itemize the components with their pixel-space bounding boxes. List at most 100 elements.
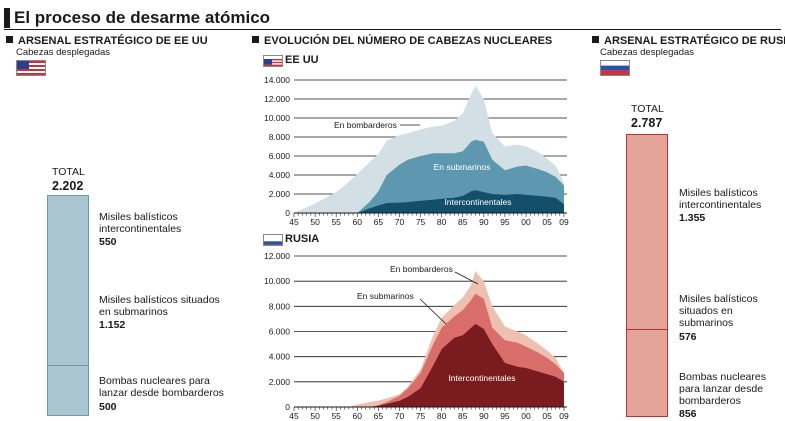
x-tick-label: 60: [353, 411, 363, 421]
y-tick-label: 0: [285, 402, 290, 412]
label-line: Misiles balísticos: [679, 187, 758, 199]
series-label: Intercontinentales: [448, 373, 515, 383]
x-tick-label: 05: [542, 217, 552, 227]
label-line: Bombas nucleares para: [99, 375, 210, 387]
usa-segment-label-bombers: Bombas nucleares para lanzar desde bomba…: [99, 375, 224, 413]
x-tick-label: 45: [289, 411, 299, 421]
russia-area-chart: 0 2.000 4.000 6.000 8.000 10.000 12.000 45 50 55 6…: [264, 251, 569, 421]
label-line: para lanzar desde: [679, 383, 764, 395]
label-line: lanzar desde bombarderos: [99, 387, 224, 399]
series-label: Intercontinentales: [444, 197, 511, 207]
y-tick-label: 14.000: [264, 75, 290, 85]
area-intercontinentales: [294, 323, 564, 407]
usa-flag-icon: [16, 60, 46, 76]
russia-total-value: 2.787: [631, 116, 663, 130]
russia-bar-segment-icbm: [626, 134, 668, 273]
usa-heading-text: ARSENAL ESTRATÉGICO DE EE UU: [18, 35, 208, 47]
y-tick-label: 8.000: [269, 132, 291, 142]
y-tick-label: 4.000: [269, 352, 291, 362]
label-line: bombarderos: [679, 395, 741, 407]
x-tick-label: 70: [395, 411, 405, 421]
x-tick-label: 80: [437, 411, 447, 421]
usa-stacked-bar: [47, 195, 89, 417]
usa-segment-label-slbm: Misiles balísticos situados en submarino…: [99, 294, 220, 331]
square-bullet-icon: [252, 36, 259, 43]
russia-subheading: Cabezas desplegadas: [600, 47, 695, 58]
label-line: intercontinentales: [679, 199, 762, 211]
russia-small-flag-icon: [263, 234, 283, 246]
usa-icbm-value: 550: [99, 236, 117, 248]
series-label: En submarinos: [434, 162, 491, 172]
y-tick-label: 4.000: [269, 170, 291, 180]
usa-small-flag-icon: [263, 55, 283, 67]
usa-total-value: 2.202: [52, 179, 84, 193]
label-line: intercontinentales: [99, 223, 182, 235]
label-line: Misiles balísticos: [99, 211, 178, 223]
y-tick-label: 10.000: [264, 113, 290, 123]
square-bullet-icon: [6, 36, 13, 43]
usa-section-heading: ARSENAL ESTRATÉGICO DE EE UU: [6, 35, 208, 47]
series-label: En bombarderos: [390, 264, 453, 274]
russia-heading-text: ARSENAL ESTRATÉGICO DE RUSIA: [604, 35, 785, 47]
warhead-evolution-charts: 0 2.000 4.000 6.000 8.000 10.000 12.000 14.000 4…: [264, 75, 569, 421]
x-tick-label: 90: [479, 411, 489, 421]
russia-bar-segment-slbm: [626, 272, 668, 330]
label-line: Misiles balísticos: [679, 293, 758, 305]
x-tick-label: 85: [458, 411, 468, 421]
russia-segment-label-icbm: Misiles balísticos intercontinentales 1.…: [679, 187, 761, 224]
usa-bombers-value: 500: [99, 401, 117, 413]
usa-subheading: Cabezas desplegadas: [16, 47, 111, 58]
x-tick-label: 50: [310, 217, 320, 227]
russia-flag-icon: [600, 60, 630, 76]
x-tick-label: 50: [310, 411, 320, 421]
russia-icbm-value: 1.355: [679, 212, 706, 224]
x-tick-label: 75: [416, 217, 426, 227]
x-tick-label: 95: [500, 411, 510, 421]
x-tick-label: 65: [374, 217, 384, 227]
y-tick-label: 0: [285, 208, 290, 218]
usa-chart-title: EE UU: [285, 54, 319, 66]
label-leader-line: [454, 271, 479, 285]
label-line: submarinos: [679, 317, 734, 329]
series-label: En submarinos: [357, 291, 414, 301]
y-tick-label: 6.000: [269, 327, 291, 337]
y-tick-label: 2.000: [269, 377, 291, 387]
y-tick-label: 8.000: [269, 301, 291, 311]
russia-section-heading: ARSENAL ESTRATÉGICO DE RUSIA: [592, 35, 785, 47]
label-line: Misiles balísticos situados: [99, 294, 220, 306]
square-bullet-icon: [592, 36, 599, 43]
usa-bar-segment-slbm: [47, 250, 89, 366]
y-tick-label: 6.000: [269, 151, 291, 161]
russia-stacked-bar: [626, 134, 668, 417]
russia-segment-label-slbm: Misiles balísticos situados en submarino…: [679, 293, 758, 343]
y-tick-label: 12.000: [264, 251, 290, 261]
usa-bar-segment-bombers: [47, 366, 89, 416]
x-tick-label: 75: [416, 411, 426, 421]
russia-bombers-value: 856: [679, 408, 697, 420]
russia-segment-label-bombers: Bombas nucleares para lanzar desde bomba…: [679, 371, 766, 420]
label-line: en submarinos: [99, 306, 168, 318]
x-tick-label: 05: [542, 411, 552, 421]
middle-section-heading: EVOLUCIÓN DEL NÚMERO DE CABEZAS NUCLEARE…: [252, 35, 552, 47]
x-tick-label: 09: [559, 411, 569, 421]
label-line: Bombas nucleares: [679, 371, 766, 383]
label-leader-line: [419, 298, 447, 325]
title-accent-bar: [4, 8, 10, 28]
label-line: situados en: [679, 305, 733, 317]
area-intercontinentales: [294, 190, 564, 213]
x-tick-label: 09: [559, 217, 569, 227]
x-tick-label: 60: [353, 217, 363, 227]
y-tick-label: 2.000: [269, 189, 291, 199]
x-tick-label: 55: [331, 411, 341, 421]
x-tick-label: 85: [458, 217, 468, 227]
usa-total-label: TOTAL: [52, 166, 85, 178]
x-tick-label: 95: [500, 217, 510, 227]
title-rule: [4, 29, 781, 30]
x-tick-label: 90: [479, 217, 489, 227]
x-tick-label: 00: [521, 411, 531, 421]
series-label: En bombarderos: [334, 120, 397, 130]
page-title: El proceso de desarme atómico: [14, 8, 271, 27]
russia-slbm-value: 576: [679, 331, 697, 343]
x-tick-label: 70: [395, 217, 405, 227]
russia-chart-title: RUSIA: [285, 233, 320, 245]
